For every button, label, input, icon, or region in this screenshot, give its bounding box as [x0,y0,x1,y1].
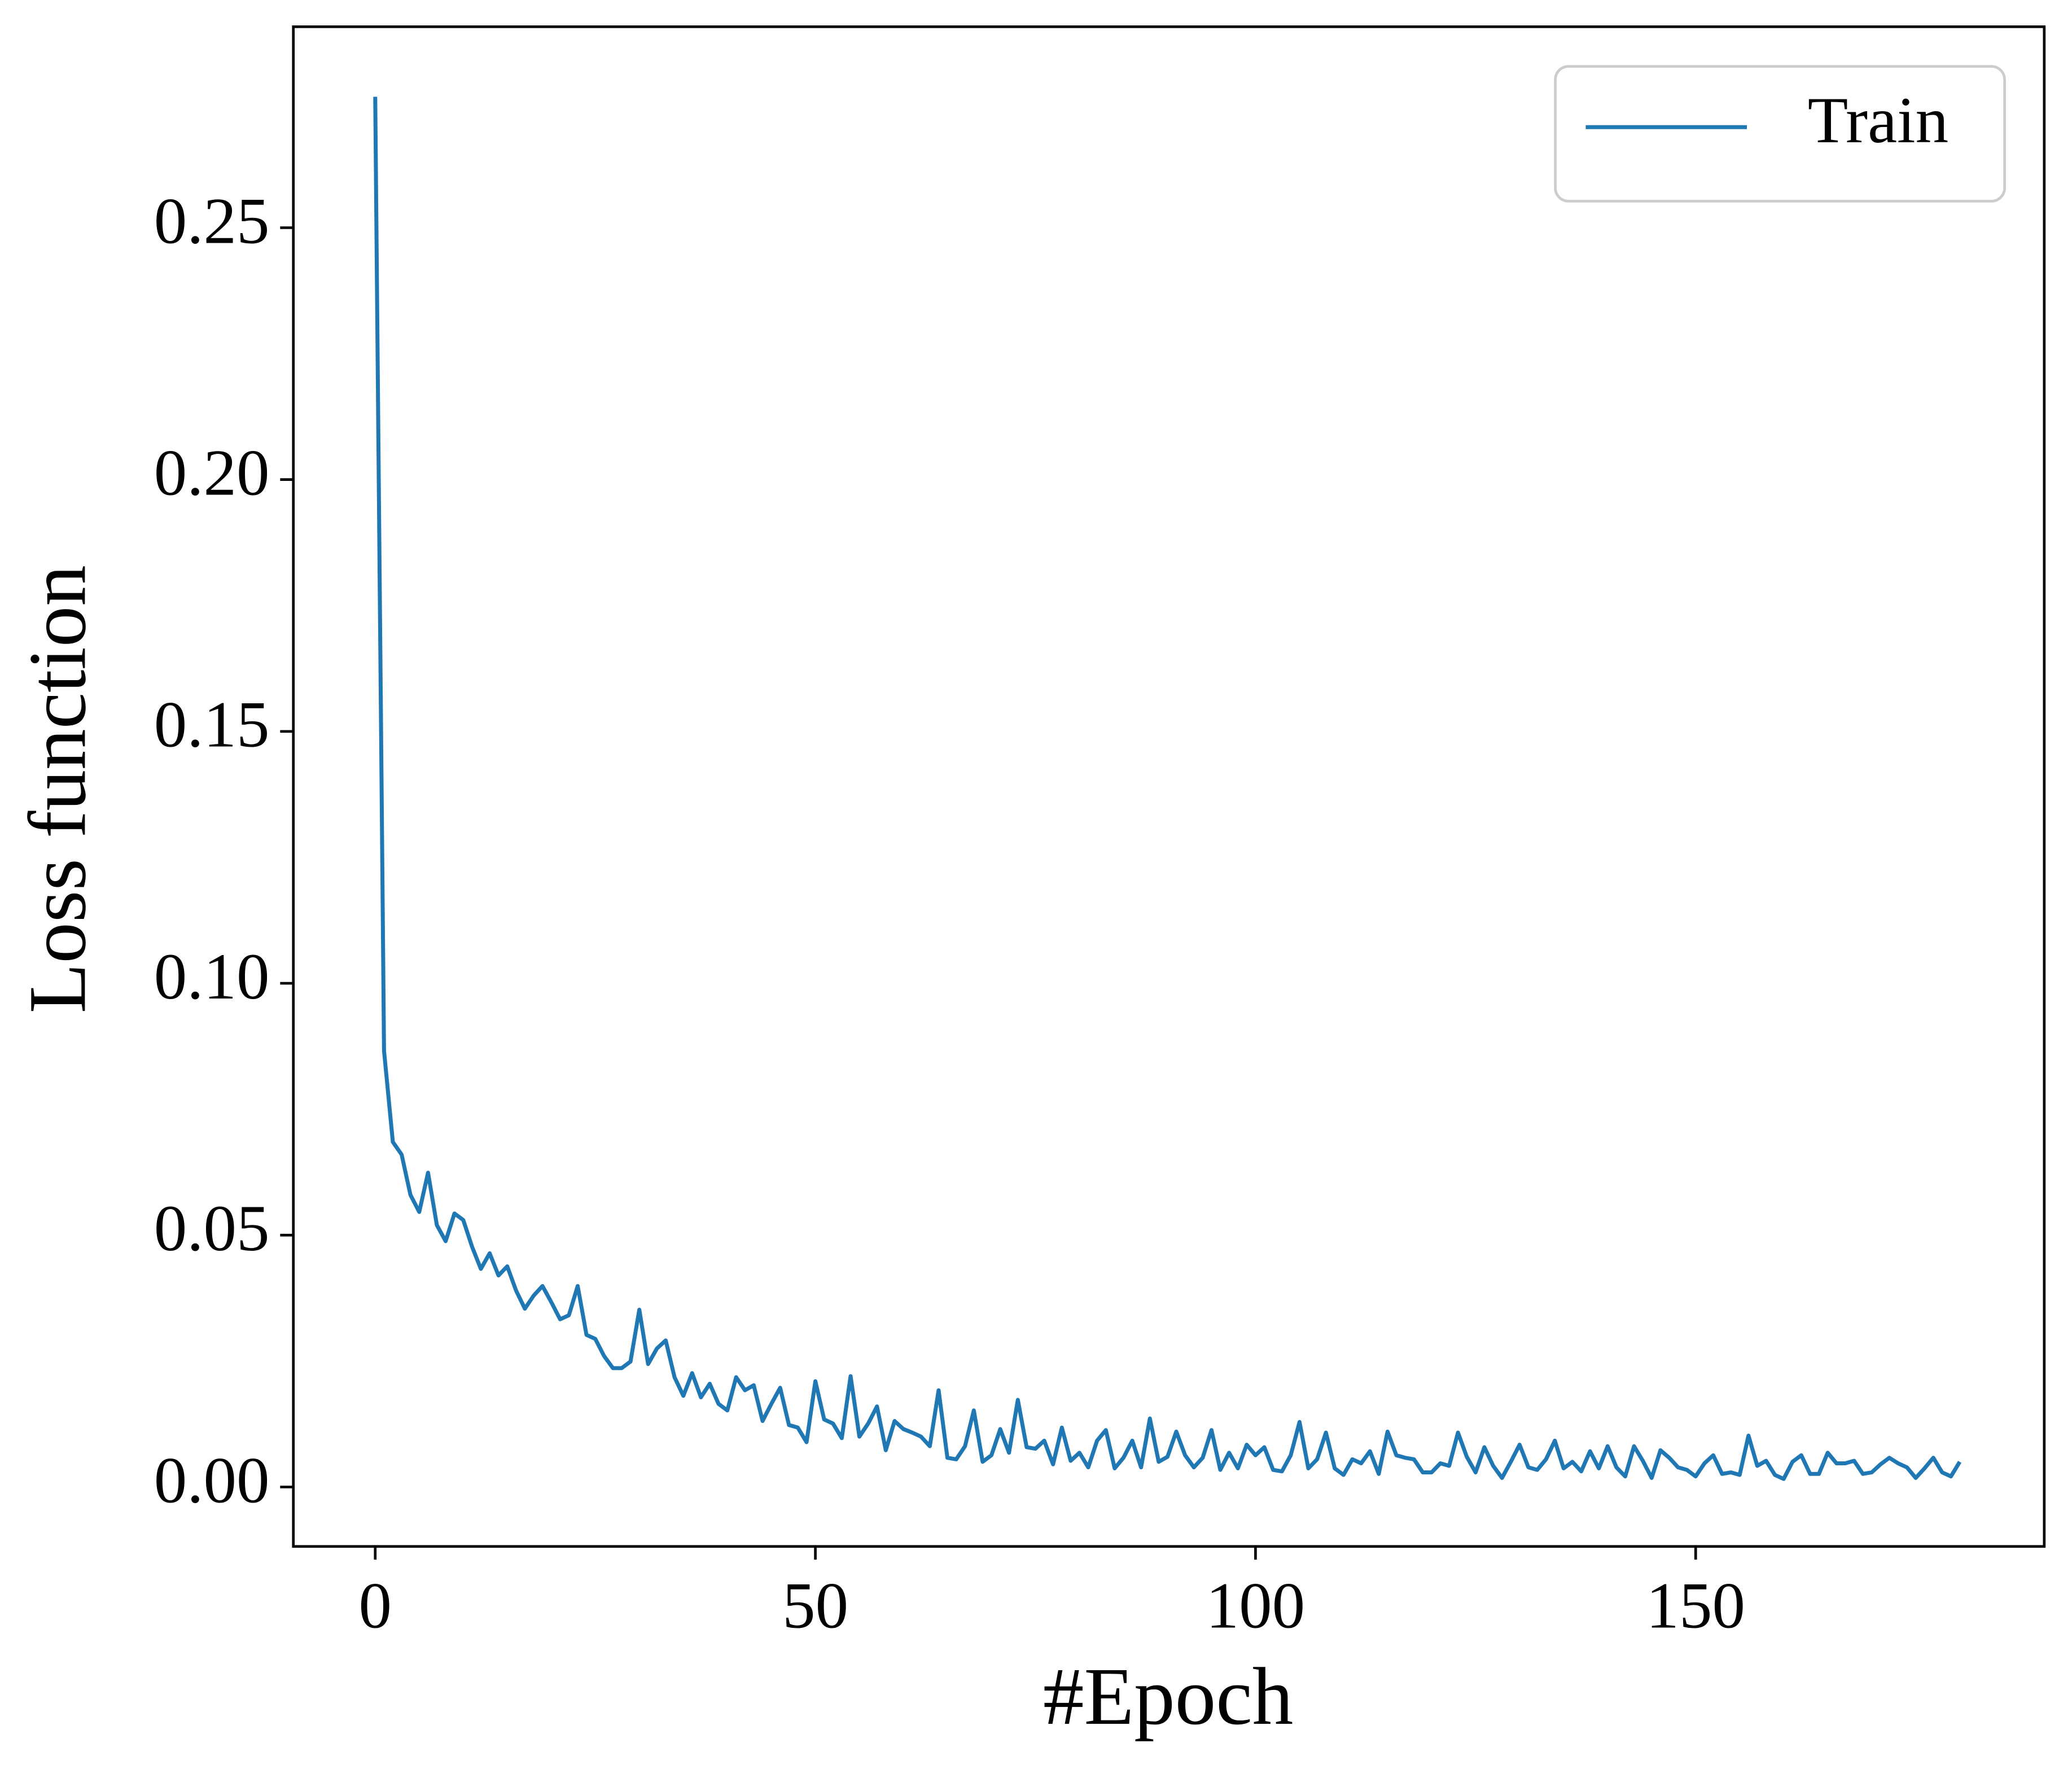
y-tick-label: 0.10 [154,940,270,1013]
y-tick-label: 0.05 [154,1192,270,1265]
x-tick-label: 150 [1646,1570,1745,1643]
legend-label: Train [1808,84,1948,157]
legend-box [1554,65,2006,203]
y-tick-label: 0.15 [154,689,270,761]
y-tick-label: 0.20 [154,436,270,509]
y-axis-label: Loss function [12,565,103,1013]
x-tick-label: 50 [782,1570,848,1643]
y-tick-label: 0.25 [154,185,270,257]
y-tick-label: 0.00 [154,1444,270,1517]
x-axis-label: #Epoch [1043,1652,1293,1742]
x-tick-label: 100 [1206,1570,1306,1643]
series-line [373,97,1962,1481]
plot-frame [292,25,2046,1548]
x-tick-label: 0 [359,1570,392,1643]
